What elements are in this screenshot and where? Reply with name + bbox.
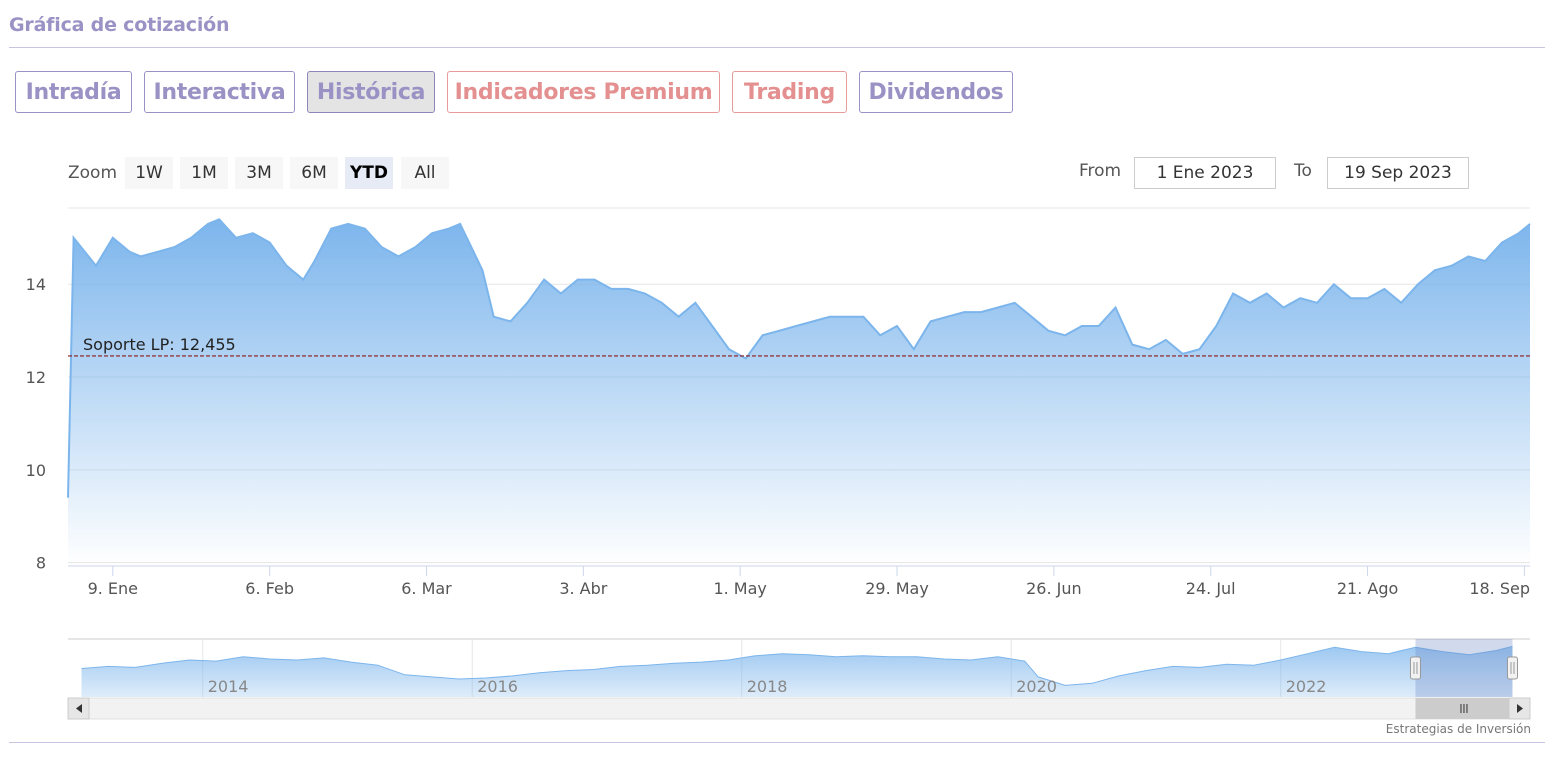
navigator-year-label: 2020 xyxy=(1016,677,1057,696)
tab-historica[interactable]: Histórica xyxy=(307,71,435,113)
from-date-input[interactable]: 1 Ene 2023 xyxy=(1134,157,1276,189)
tab-indicadores-premium[interactable]: Indicadores Premium xyxy=(447,71,720,113)
y-tick-label: 10 xyxy=(26,461,46,480)
to-date-input[interactable]: 19 Sep 2023 xyxy=(1327,157,1469,189)
bottom-divider xyxy=(9,742,1545,743)
x-tick-label: 6. Feb xyxy=(245,579,294,598)
zoom-button-ytd[interactable]: YTD xyxy=(345,157,393,189)
navigator-handle-right[interactable] xyxy=(1506,656,1518,680)
x-tick-label: 18. Sep xyxy=(1469,579,1530,598)
zoom-button-1w[interactable]: 1W xyxy=(125,157,173,189)
zoom-button-all[interactable]: All xyxy=(401,157,449,189)
price-line xyxy=(67,218,1531,498)
arrow-left-icon xyxy=(76,704,82,713)
y-tick-label: 14 xyxy=(26,275,46,294)
tab-dividendos[interactable]: Dividendos xyxy=(859,71,1013,113)
navigator-selection[interactable] xyxy=(1415,639,1513,697)
x-tick-label: 3. Abr xyxy=(559,579,607,598)
tab-interactiva[interactable]: Interactiva xyxy=(144,71,295,113)
x-tick-label: 24. Jul xyxy=(1186,579,1236,598)
page-title: Gráfica de cotización xyxy=(9,14,230,36)
navigator-year-label: 2016 xyxy=(477,677,518,696)
x-tick-label: 26. Jun xyxy=(1026,579,1082,598)
zoom-button-1m[interactable]: 1M xyxy=(180,157,228,189)
navigator-year-label: 2018 xyxy=(747,677,788,696)
y-tick-label: 8 xyxy=(36,554,46,573)
navigator-line xyxy=(81,645,1513,686)
x-tick-label: 9. Ene xyxy=(88,579,138,598)
x-tick-label: 6. Mar xyxy=(401,579,452,598)
navigator-handle-left[interactable] xyxy=(1409,656,1421,680)
tab-intradia[interactable]: Intradía xyxy=(15,71,132,113)
tab-trading[interactable]: Trading xyxy=(732,71,847,113)
y-tick-label: 12 xyxy=(26,368,46,387)
zoom-label: Zoom xyxy=(68,163,118,183)
chart-credit[interactable]: Estrategias de Inversión xyxy=(1385,722,1531,736)
support-label: Soporte LP: 12,455 xyxy=(83,335,236,354)
x-tick-label: 29. May xyxy=(865,579,929,598)
x-tick-label: 21. Ago xyxy=(1337,579,1398,598)
from-label: From xyxy=(1079,161,1122,181)
zoom-button-6m[interactable]: 6M xyxy=(290,157,338,189)
navigator-year-label: 2014 xyxy=(208,677,249,696)
navigator-area xyxy=(81,646,1513,697)
scrollbar-track[interactable] xyxy=(67,697,1531,720)
zoom-button-3m[interactable]: 3M xyxy=(235,157,283,189)
title-divider xyxy=(9,47,1545,48)
price-area xyxy=(68,219,1530,566)
to-label: To xyxy=(1294,161,1312,181)
x-tick-label: 1. May xyxy=(713,579,766,598)
navigator-year-label: 2022 xyxy=(1286,677,1327,696)
arrow-right-icon xyxy=(1517,704,1523,713)
